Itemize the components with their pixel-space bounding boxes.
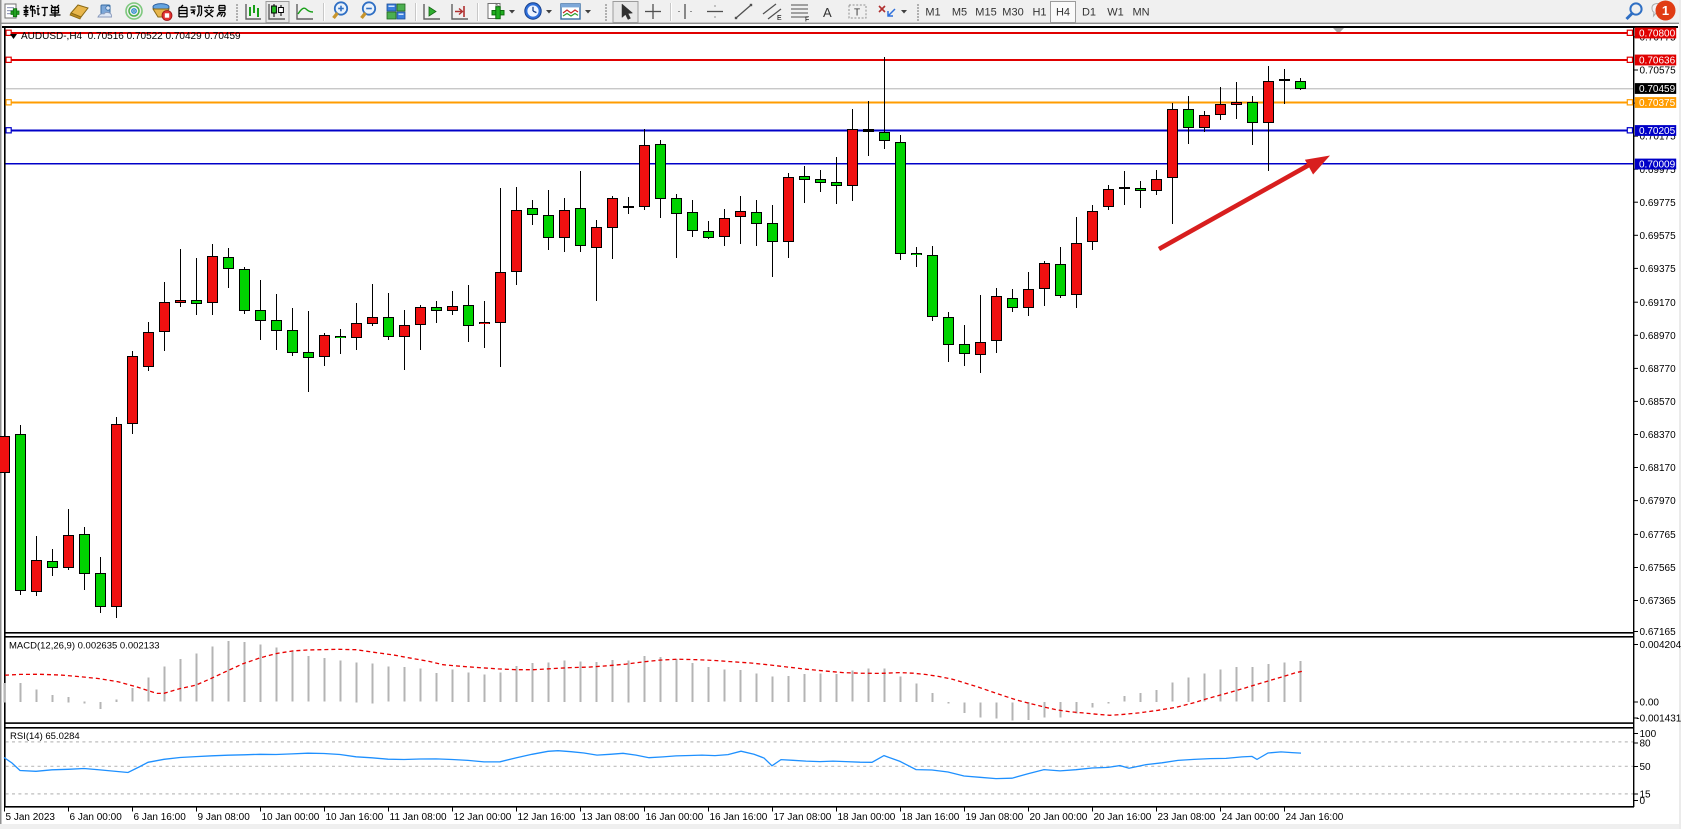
svg-text:19 Jan 08:00: 19 Jan 08:00 — [966, 812, 1024, 823]
svg-text:12 Jan 00:00: 12 Jan 00:00 — [454, 812, 512, 823]
svg-text:23 Jan 08:00: 23 Jan 08:00 — [1158, 812, 1216, 823]
svg-text:18 Jan 00:00: 18 Jan 00:00 — [838, 812, 896, 823]
svg-text:0.69375: 0.69375 — [1640, 264, 1677, 275]
svg-text:-0.001431: -0.001431 — [1636, 714, 1681, 725]
svg-text:20 Jan 00:00: 20 Jan 00:00 — [1030, 812, 1088, 823]
svg-text:12 Jan 16:00: 12 Jan 16:00 — [518, 812, 576, 823]
svg-text:0.69975: 0.69975 — [1640, 165, 1677, 176]
svg-text:F: F — [805, 17, 809, 24]
svg-text:H1: H1 — [1032, 7, 1046, 19]
svg-text:E: E — [777, 15, 782, 22]
svg-text:M1: M1 — [925, 7, 940, 19]
svg-text:MN: MN — [1132, 7, 1149, 19]
svg-text:100: 100 — [1640, 729, 1657, 740]
svg-text:0.67970: 0.67970 — [1640, 496, 1677, 507]
svg-text:0.68570: 0.68570 — [1640, 397, 1677, 408]
svg-text:MACD(12,26,9) 0.002635 0.00213: MACD(12,26,9) 0.002635 0.002133 — [9, 641, 160, 652]
svg-text:0.67565: 0.67565 — [1640, 563, 1677, 574]
svg-text:0.68770: 0.68770 — [1640, 364, 1677, 375]
svg-text:0: 0 — [1640, 796, 1646, 807]
svg-text:80: 80 — [1640, 739, 1652, 750]
svg-text:T: T — [854, 8, 860, 19]
svg-text:0.70375: 0.70375 — [1639, 98, 1676, 109]
svg-text:13 Jan 08:00: 13 Jan 08:00 — [582, 812, 640, 823]
svg-text:0.69170: 0.69170 — [1640, 298, 1677, 309]
svg-text:16 Jan 16:00: 16 Jan 16:00 — [710, 812, 768, 823]
svg-text:11 Jan 08:00: 11 Jan 08:00 — [390, 812, 448, 823]
svg-text:A: A — [823, 5, 832, 20]
svg-text:D1: D1 — [1082, 7, 1096, 19]
svg-text:0.68370: 0.68370 — [1640, 430, 1677, 441]
svg-text:10 Jan 16:00: 10 Jan 16:00 — [326, 812, 384, 823]
svg-text:24 Jan 00:00: 24 Jan 00:00 — [1222, 812, 1280, 823]
svg-text:0.67165: 0.67165 — [1640, 627, 1677, 638]
svg-text:0.68170: 0.68170 — [1640, 463, 1677, 474]
svg-text:18 Jan 16:00: 18 Jan 16:00 — [902, 812, 960, 823]
svg-text:9 Jan 08:00: 9 Jan 08:00 — [198, 812, 251, 823]
svg-text:0.70009: 0.70009 — [1639, 160, 1676, 171]
svg-text:0.70636: 0.70636 — [1639, 56, 1676, 67]
svg-text:0.70205: 0.70205 — [1639, 126, 1676, 137]
svg-text:16 Jan 00:00: 16 Jan 00:00 — [646, 812, 704, 823]
svg-text:24 Jan 16:00: 24 Jan 16:00 — [1286, 812, 1344, 823]
svg-text:0.00: 0.00 — [1640, 698, 1660, 709]
svg-text:5 Jan 2023: 5 Jan 2023 — [6, 812, 56, 823]
svg-text:H4: H4 — [1056, 7, 1070, 19]
svg-text:RSI(14) 65.0284: RSI(14) 65.0284 — [10, 731, 80, 742]
svg-text:0.69775: 0.69775 — [1640, 198, 1677, 209]
svg-text:AUDUSD-,H4 0.70516 0.70522 0.: AUDUSD-,H4 0.70516 0.70522 0.70429 0.704… — [21, 31, 241, 42]
svg-text:0.70575: 0.70575 — [1640, 66, 1677, 77]
svg-text:0.69575: 0.69575 — [1640, 231, 1677, 242]
svg-text:0.67765: 0.67765 — [1640, 530, 1677, 541]
svg-text:0.70175: 0.70175 — [1640, 132, 1677, 143]
svg-text:M5: M5 — [952, 7, 967, 19]
svg-text:6 Jan 16:00: 6 Jan 16:00 — [134, 812, 187, 823]
svg-text:0.70800: 0.70800 — [1639, 29, 1676, 40]
svg-text:17 Jan 08:00: 17 Jan 08:00 — [774, 812, 832, 823]
svg-text:15: 15 — [1640, 790, 1652, 801]
svg-text:0.004204: 0.004204 — [1640, 640, 1681, 651]
svg-text:20 Jan 16:00: 20 Jan 16:00 — [1094, 812, 1152, 823]
svg-text:M30: M30 — [1002, 7, 1023, 19]
svg-text:M15: M15 — [975, 7, 996, 19]
svg-text:0.70459: 0.70459 — [1639, 84, 1676, 95]
svg-text:10 Jan 00:00: 10 Jan 00:00 — [262, 812, 320, 823]
svg-text:50: 50 — [1640, 762, 1652, 773]
svg-text:6 Jan 00:00: 6 Jan 00:00 — [70, 812, 123, 823]
svg-text:1: 1 — [1662, 3, 1669, 18]
svg-text:W1: W1 — [1107, 7, 1124, 19]
svg-text:0.68970: 0.68970 — [1640, 331, 1677, 342]
svg-text:0.67365: 0.67365 — [1640, 596, 1677, 607]
